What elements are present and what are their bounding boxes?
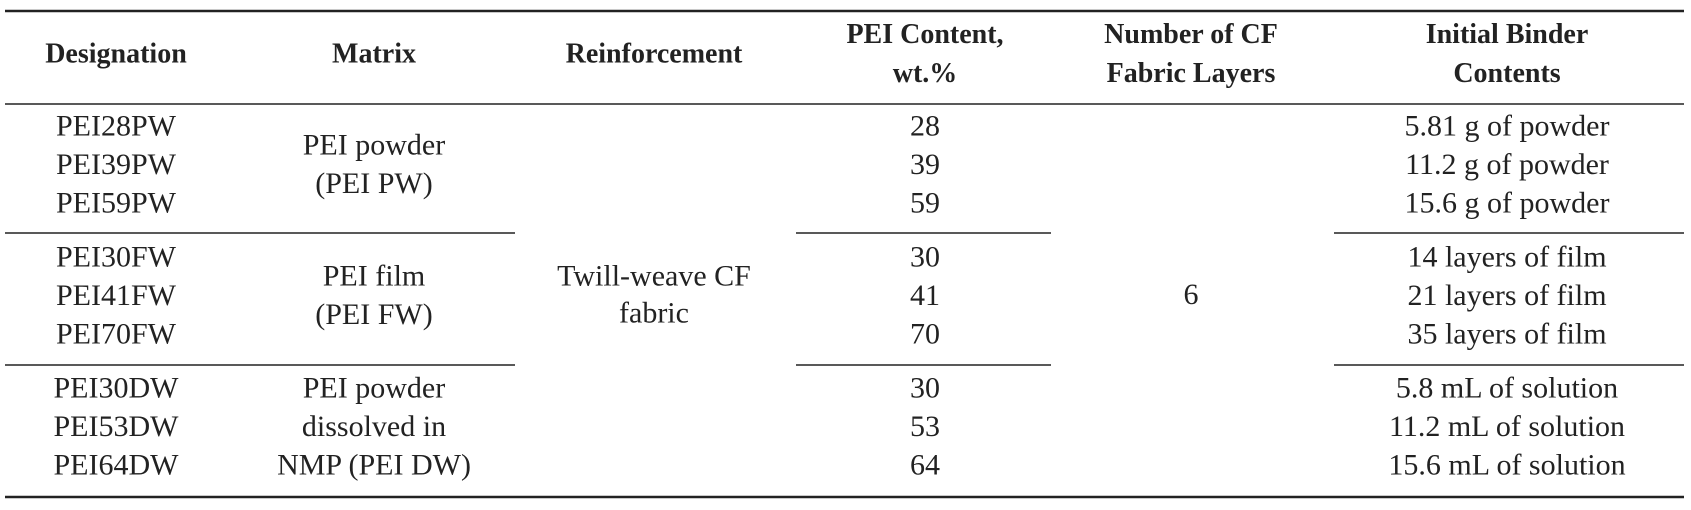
designation: PEI41FW [56,279,177,312]
designation: PEI53DW [54,410,180,443]
matrix: PEI film [323,260,426,293]
binder-content: 15.6 g of powder [1405,186,1610,219]
column-header: Initial Binder [1426,19,1589,50]
designation: PEI39PW [56,148,177,181]
designation: PEI30FW [56,240,177,273]
column-header: wt.% [893,58,958,89]
designation: PEI28PW [56,109,177,142]
pei-content: 39 [910,148,940,181]
column-header: Contents [1453,58,1560,89]
matrix: NMP (PEI DW) [277,448,471,481]
matrix: (PEI PW) [315,167,432,200]
column-header: Matrix [332,38,416,69]
column-header: Designation [45,38,187,69]
column-header: Number of CF [1104,19,1278,50]
binder-content: 11.2 g of powder [1405,148,1609,181]
pei-content: 30 [910,371,940,404]
pei-content: 70 [910,317,940,350]
column-header: Reinforcement [566,38,743,69]
column-header: Fabric Layers [1107,58,1276,89]
matrix: (PEI FW) [315,298,432,331]
designation: PEI70FW [56,317,177,350]
binder-content: 35 layers of film [1407,317,1606,350]
binder-content: 21 layers of film [1407,279,1606,312]
fabric-layers: 6 [1184,278,1199,311]
pei-content: 30 [910,240,940,273]
pei-content: 41 [910,279,940,312]
reinforcement: Twill-weave CF [557,259,751,292]
matrix: PEI powder [303,129,445,162]
binder-content: 5.8 mL of solution [1396,371,1618,404]
matrix: dissolved in [302,410,446,443]
binder-content: 5.81 g of powder [1405,109,1610,142]
binder-content: 15.6 mL of solution [1388,448,1625,481]
designation: PEI30DW [54,371,180,404]
pei-content: 59 [910,186,940,219]
binder-content: 11.2 mL of solution [1389,410,1625,443]
pei-content: 28 [910,109,940,142]
pei-content: 64 [910,448,940,481]
pei-content: 53 [910,410,940,443]
reinforcement: fabric [619,296,689,329]
matrix: PEI powder [303,371,445,404]
designation: PEI59PW [56,186,177,219]
column-header: PEI Content, [846,19,1003,50]
binder-content: 14 layers of film [1407,240,1606,273]
designation: PEI64DW [54,448,180,481]
